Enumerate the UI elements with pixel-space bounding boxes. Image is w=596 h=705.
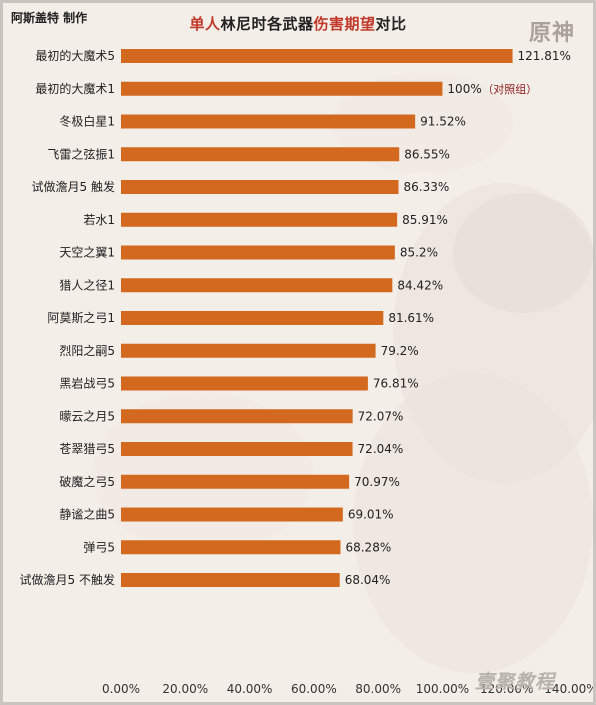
value-label: 76.81%	[373, 377, 419, 391]
bar	[121, 81, 443, 96]
bar	[121, 147, 400, 162]
category-label: 破魔之弓5	[59, 474, 115, 489]
bar	[121, 212, 398, 227]
x-tick-label: 140.00%	[544, 682, 596, 696]
title-part-3: 伤害期望	[313, 15, 376, 33]
bar	[121, 540, 341, 555]
game-logo: 原神	[529, 20, 576, 46]
value-label: 70.97%	[354, 475, 400, 489]
category-label: 阿莫斯之弓1	[47, 311, 115, 325]
bar	[121, 114, 416, 129]
value-label: 81.61%	[388, 311, 434, 325]
category-label: 曚云之月5	[59, 409, 115, 423]
category-label: 冬极白星1	[59, 114, 115, 129]
x-tick-label: 0.00%	[102, 682, 140, 696]
bar	[121, 442, 353, 456]
annotation-label: （对照组）	[482, 82, 537, 96]
bar	[121, 49, 513, 63]
author-credit: 阿斯盖特 制作	[11, 11, 88, 25]
category-label: 最初的大魔术1	[35, 81, 115, 96]
value-label: 86.55%	[404, 147, 450, 161]
category-label: 试做澹月5 触发	[32, 179, 115, 194]
x-tick-label: 60.00%	[291, 682, 337, 696]
value-label: 121.81%	[518, 49, 571, 63]
category-label: 最初的大魔术5	[35, 48, 115, 63]
value-label: 86.33%	[403, 180, 449, 194]
site-watermark: 壹聚教程	[475, 671, 556, 693]
bar	[121, 376, 368, 391]
value-label: 69.01%	[348, 508, 394, 522]
bar	[121, 343, 376, 358]
value-label: 91.52%	[420, 115, 466, 129]
bar	[121, 180, 399, 194]
category-label: 试做澹月5 不触发	[20, 572, 115, 587]
bar	[121, 278, 393, 293]
bar	[121, 573, 340, 587]
category-label: 天空之翼1	[59, 246, 115, 260]
value-label: 68.04%	[345, 573, 391, 587]
bar	[121, 474, 350, 489]
category-label: 弹弓5	[83, 540, 115, 554]
x-tick-label: 80.00%	[355, 682, 401, 696]
category-label: 飞雷之弦振1	[47, 146, 115, 161]
category-label: 若水1	[83, 213, 115, 227]
value-label: 100%	[447, 82, 481, 96]
category-label: 静谧之曲5	[59, 508, 115, 522]
value-label: 85.91%	[402, 213, 448, 227]
x-tick-label: 40.00%	[227, 682, 273, 696]
bar	[121, 245, 395, 260]
value-label: 79.2%	[381, 344, 419, 358]
bar	[121, 409, 353, 424]
value-label: 68.28%	[345, 540, 391, 554]
category-label: 烈阳之嗣5	[59, 344, 115, 358]
value-label: 85.2%	[400, 246, 438, 260]
value-label: 72.07%	[358, 409, 404, 423]
x-tick-label: 100.00%	[416, 682, 469, 696]
x-tick-label: 120.00%	[480, 682, 533, 696]
category-label: 苍翠猎弓5	[59, 442, 115, 456]
chart-title: 单人林尼时各武器伤害期望对比	[3, 13, 593, 34]
bar	[121, 507, 343, 522]
title-part-1: 单人	[189, 15, 221, 33]
value-label: 84.42%	[397, 278, 443, 292]
x-tick-label: 20.00%	[162, 682, 208, 696]
bar	[121, 311, 384, 325]
title-part-4: 对比	[375, 15, 407, 33]
value-label: 72.04%	[358, 442, 404, 456]
title-part-2: 林尼时各武器	[220, 15, 314, 33]
category-label: 黑岩战弓5	[59, 376, 115, 391]
category-label: 猎人之径1	[59, 278, 115, 292]
bar-chart: 最初的大魔术5 121.81% 最初的大魔术1 100% （对照组） 冬极白星1 91.52…	[20, 48, 596, 696]
